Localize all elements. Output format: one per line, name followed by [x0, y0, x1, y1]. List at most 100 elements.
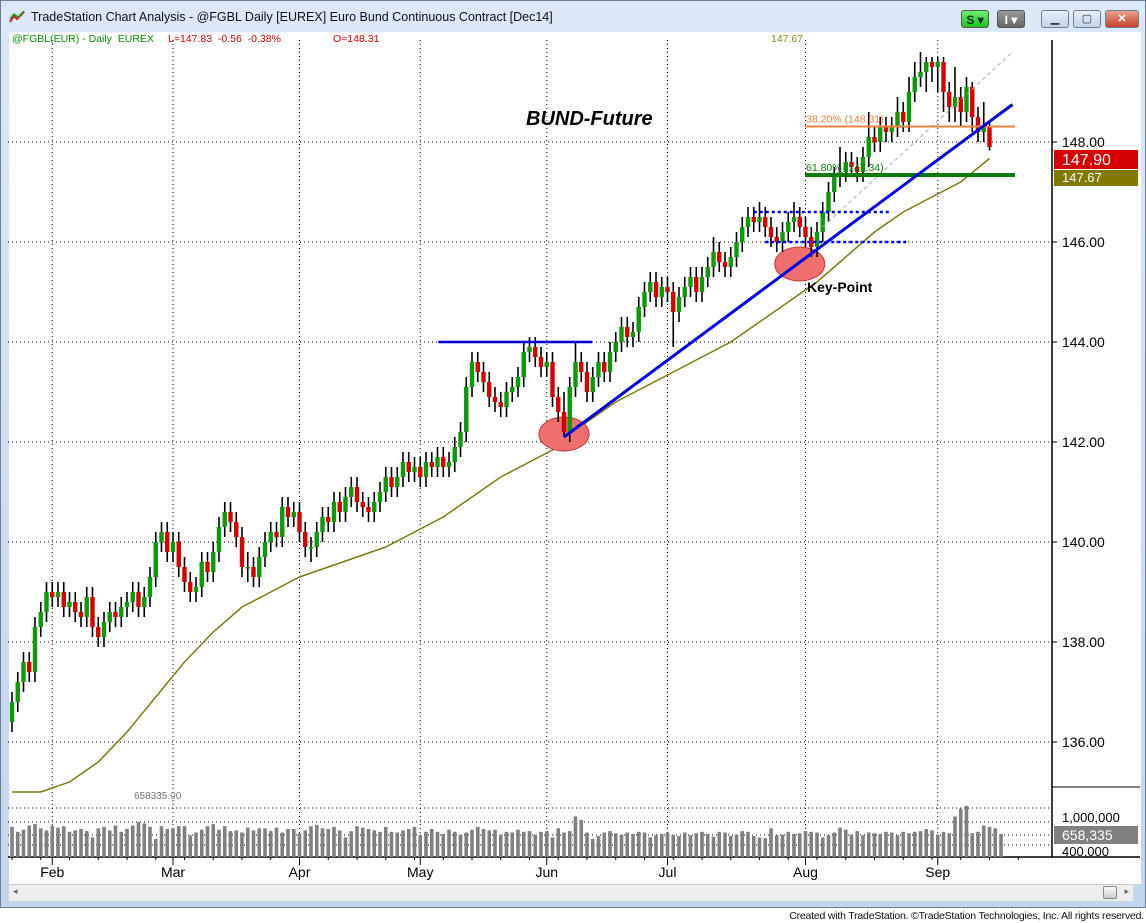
indicator-button[interactable]: I ▾: [997, 10, 1025, 28]
volume-bar: [429, 829, 434, 857]
volume-bar: [257, 828, 262, 857]
volume-bar: [240, 832, 244, 857]
candle-down: [303, 532, 308, 547]
candle-up: [464, 387, 469, 432]
close-button[interactable]: ✕: [1105, 10, 1139, 28]
candle-up: [469, 362, 475, 387]
candle-down: [136, 592, 141, 607]
volume-bar: [136, 822, 141, 857]
fib-level-label: 38.20% (148.31): [806, 114, 884, 126]
candle-up: [331, 502, 337, 522]
candle-down: [722, 262, 728, 267]
candle-up: [159, 532, 164, 542]
volume-bar: [10, 826, 14, 857]
candle-down: [50, 592, 55, 597]
volume-bar: [366, 829, 371, 857]
volume-bar: [746, 831, 750, 857]
volume-bar: [79, 829, 83, 857]
maximize-button[interactable]: ▢: [1073, 10, 1101, 28]
candle-up: [211, 552, 216, 572]
volume-bar: [320, 828, 325, 857]
candle-up: [377, 492, 383, 502]
candle-down: [176, 542, 181, 567]
candle-up: [245, 567, 250, 569]
candle-up: [705, 267, 710, 277]
moving-average-line: [12, 157, 990, 793]
candle-up: [446, 462, 452, 467]
candle-up: [906, 92, 912, 122]
volume-bar: [360, 827, 365, 857]
scroll-right-icon[interactable]: ▸: [1124, 886, 1129, 896]
volume-bar: [251, 830, 256, 857]
volume-bar: [539, 831, 543, 857]
volume-bar: [740, 831, 745, 857]
open-price-readout: O=148.31: [333, 33, 380, 45]
candle-down: [441, 457, 446, 467]
candle-up: [400, 462, 406, 477]
candle-down: [550, 362, 555, 397]
volume-bar: [717, 831, 722, 857]
volume-bar: [924, 829, 929, 857]
volume-bar: [815, 832, 819, 857]
candle-up: [170, 542, 176, 552]
volume-bar: [999, 833, 1003, 857]
volume-last-label: 658,335: [1062, 827, 1113, 843]
volume-bar: [751, 836, 756, 857]
candle-up: [314, 532, 319, 547]
volume-bar: [378, 831, 382, 857]
scroll-left-icon[interactable]: ◂: [13, 886, 18, 896]
volume-bar: [435, 831, 440, 857]
volume-bar: [343, 837, 348, 857]
scroll-thumb[interactable]: [1103, 886, 1117, 899]
candle-up: [21, 662, 26, 682]
candle-down: [625, 327, 630, 337]
volume-bar: [976, 831, 980, 857]
volume-bar: [21, 829, 26, 857]
candle-up: [699, 277, 705, 292]
last-price-readout: L=147.83 -0.56 -0.38%: [168, 33, 281, 45]
volume-bar: [895, 835, 900, 857]
candle-up: [688, 277, 693, 287]
volume-bar: [84, 831, 89, 857]
candle-down: [234, 522, 239, 537]
candle-up: [395, 477, 400, 487]
volume-bar: [711, 836, 716, 857]
volume-bar: [820, 837, 825, 857]
candle-down: [205, 562, 210, 572]
candle-up: [642, 292, 647, 307]
candle-up: [423, 462, 429, 477]
volume-bar: [786, 831, 791, 857]
candle-down: [188, 582, 193, 592]
app-logo-icon: [9, 10, 25, 23]
volume-bar: [694, 833, 699, 857]
volume-bar: [625, 832, 630, 857]
candle-down: [774, 237, 779, 242]
candle-up: [199, 562, 204, 587]
volume-bar: [953, 816, 957, 857]
last-price-marker: [1054, 150, 1138, 169]
volume-bar: [458, 834, 463, 857]
volume-bar: [217, 829, 221, 857]
minimize-button[interactable]: ▁: [1041, 10, 1069, 28]
candle-up: [383, 477, 388, 492]
month-label: May: [407, 864, 433, 880]
volume-bar: [102, 826, 106, 857]
candle-up: [44, 592, 49, 612]
candle-up: [216, 527, 222, 552]
volume-bar: [349, 831, 354, 857]
strategy-button[interactable]: S ▾: [961, 10, 989, 28]
horizontal-scrollbar[interactable]: ◂ ▸: [9, 884, 1133, 901]
volume-bar: [67, 831, 72, 857]
volume-bar: [470, 829, 474, 857]
candle-up: [860, 157, 866, 172]
volume-bar: [682, 832, 687, 857]
volume-bar: [153, 838, 158, 857]
volume-bar: [763, 838, 768, 857]
candle-down: [354, 487, 360, 502]
volume-bar: [855, 831, 860, 857]
volume-bar: [809, 831, 814, 857]
candle-down: [872, 137, 877, 142]
candle-down: [768, 227, 774, 237]
volume-bar: [941, 831, 946, 857]
volume-bar: [182, 826, 187, 857]
